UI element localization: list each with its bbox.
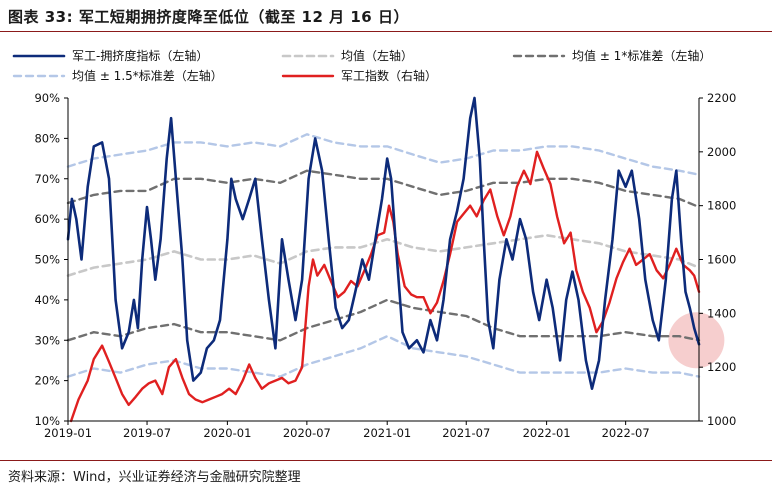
x-tick-label: 2021-01 bbox=[363, 426, 411, 440]
series-line-3-lower bbox=[66, 335, 701, 378]
legend: 军工-拥挤度指标（左轴） 均值（左轴） 均值 ± 1*标准差（左轴） 均值 ± 1.5… bbox=[12, 48, 711, 83]
y-left-tick-label: 40% bbox=[34, 293, 60, 307]
source-note: 资料来源：Wind，兴业证券经济与金融研究院整理 bbox=[8, 470, 301, 485]
legend-label-3: 均值 ± 1.5*标准差（左轴） bbox=[72, 68, 223, 83]
y-left-tick-label: 30% bbox=[34, 333, 60, 347]
legend-label-4: 军工指数（右轴） bbox=[341, 68, 437, 83]
y-left-tick-label: 60% bbox=[34, 212, 60, 226]
legend-label-1: 均值（左轴） bbox=[341, 48, 413, 63]
y-right-tick-label: 1800 bbox=[707, 199, 736, 213]
legend-label-0: 军工-拥挤度指标（左轴） bbox=[72, 48, 208, 63]
x-tick-label: 2021-07 bbox=[442, 426, 490, 440]
top-rule bbox=[0, 31, 772, 32]
series-line-1 bbox=[66, 234, 701, 277]
y-right-tick-label: 2000 bbox=[707, 145, 736, 159]
series-line-2-lower bbox=[66, 298, 701, 342]
y-left-tick-label: 70% bbox=[34, 172, 60, 186]
chart-title: 图表 33: 军工短期拥挤度降至低位（截至 12 月 16 日） bbox=[8, 8, 409, 26]
series-line-4 bbox=[69, 150, 701, 423]
y-left-tick-label: 20% bbox=[34, 374, 60, 388]
y-right-tick-label: 1000 bbox=[707, 414, 736, 428]
series-line-3-upper bbox=[66, 133, 701, 176]
x-tick-label: 2022-01 bbox=[523, 426, 571, 440]
y-left-tick-label: 80% bbox=[34, 131, 60, 145]
series-line-2-upper bbox=[66, 169, 701, 209]
x-tick-label: 2020-01 bbox=[203, 426, 251, 440]
x-tick-label: 2019-01 bbox=[44, 426, 92, 440]
series-layer bbox=[66, 96, 701, 423]
y-right-tick-label: 1400 bbox=[707, 306, 736, 320]
y-left-tick-label: 50% bbox=[34, 253, 60, 267]
y-right-tick-label: 1600 bbox=[707, 253, 736, 267]
series-line-0 bbox=[66, 96, 701, 390]
x-tick-label: 2020-07 bbox=[283, 426, 331, 440]
y-left-tick-label: 10% bbox=[34, 414, 60, 428]
y-right-tick-label: 2200 bbox=[707, 91, 736, 105]
y-right-tick-label: 1200 bbox=[707, 360, 736, 374]
bottom-rule bbox=[0, 460, 772, 461]
legend-label-2: 均值 ± 1*标准差（左轴） bbox=[572, 48, 711, 63]
x-tick-label: 2019-07 bbox=[123, 426, 171, 440]
axes-layer: 10% 20% 30% 40% 50% 60% 70% 80% 90% 1000 1200 1400 1… bbox=[34, 91, 736, 440]
y-left-tick-label: 90% bbox=[34, 91, 60, 105]
x-tick-label: 2022-07 bbox=[602, 426, 650, 440]
